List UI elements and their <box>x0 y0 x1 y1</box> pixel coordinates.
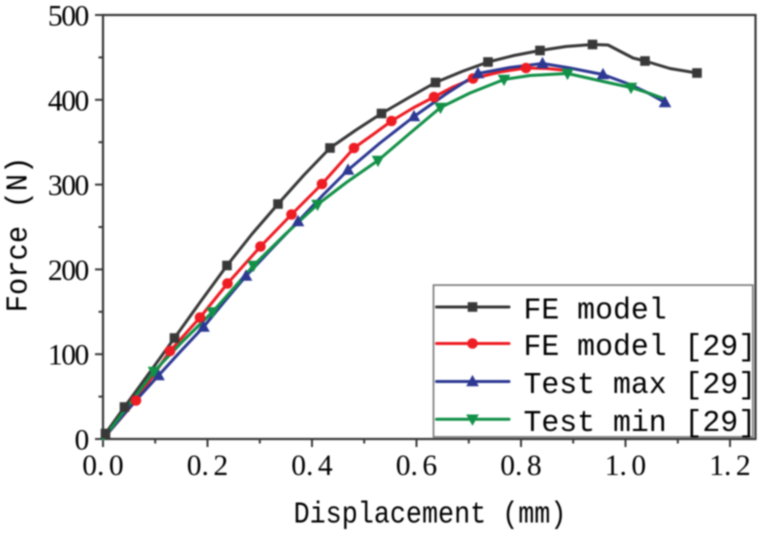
svg-text:0: 0 <box>75 340 90 372</box>
svg-text:0: 0 <box>82 450 97 482</box>
svg-text:.: . <box>724 450 731 482</box>
svg-text:0: 0 <box>75 255 90 287</box>
svg-text:3: 3 <box>48 170 63 202</box>
svg-text:0: 0 <box>61 255 76 287</box>
svg-text:0: 0 <box>396 450 411 482</box>
svg-text:0: 0 <box>187 450 202 482</box>
svg-text:0: 0 <box>75 1 90 33</box>
svg-text:0: 0 <box>75 170 90 202</box>
svg-text:6: 6 <box>422 450 437 482</box>
svg-text:8: 8 <box>527 450 542 482</box>
svg-text:1: 1 <box>48 340 63 372</box>
svg-text:0: 0 <box>75 425 90 457</box>
svg-text:0: 0 <box>61 1 76 33</box>
svg-text:Test max [29]: Test max [29] <box>524 369 757 404</box>
svg-text:5: 5 <box>48 1 63 33</box>
svg-text:0: 0 <box>291 450 306 482</box>
svg-text:.: . <box>97 450 104 482</box>
svg-text:Displacement (mm): Displacement (mm) <box>294 497 567 532</box>
svg-text:0: 0 <box>109 450 124 482</box>
svg-text:2: 2 <box>213 450 228 482</box>
svg-text:1: 1 <box>709 450 724 482</box>
svg-text:2: 2 <box>48 255 63 287</box>
svg-text:Test min [29]: Test min [29] <box>524 407 757 442</box>
svg-text:2: 2 <box>736 450 751 482</box>
svg-text:4: 4 <box>318 450 333 482</box>
svg-text:Force (N): Force (N) <box>1 157 36 313</box>
svg-text:FE model: FE model <box>524 294 667 329</box>
svg-text:FE model [29]: FE model [29] <box>524 331 757 366</box>
svg-text:0: 0 <box>75 85 90 117</box>
svg-text:.: . <box>410 450 417 482</box>
svg-text:0: 0 <box>61 340 76 372</box>
svg-text:.: . <box>515 450 522 482</box>
svg-text:.: . <box>201 450 208 482</box>
svg-text:0: 0 <box>631 450 646 482</box>
svg-text:0: 0 <box>61 170 76 202</box>
svg-text:.: . <box>306 450 313 482</box>
svg-text:1: 1 <box>605 450 620 482</box>
svg-text:0: 0 <box>61 85 76 117</box>
svg-text:4: 4 <box>48 85 63 117</box>
svg-text:0: 0 <box>500 450 515 482</box>
svg-text:.: . <box>619 450 626 482</box>
